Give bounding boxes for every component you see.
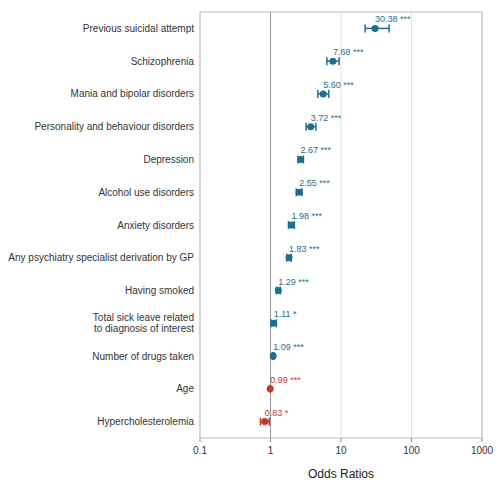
data-label: 5.60 ***: [323, 80, 354, 90]
plot-frame: [200, 12, 482, 438]
ci-cap-low: [326, 57, 328, 65]
plot-area: [200, 12, 482, 438]
x-axis: 0.1 1 10 100 1000: [193, 438, 494, 456]
point: [261, 418, 268, 425]
x-tick-label: 0.1: [193, 445, 207, 456]
ci-cap-low: [364, 24, 366, 32]
grid-line: [341, 12, 342, 438]
y-tick-label-line: Hypercholesterolemia: [97, 416, 194, 427]
y-tick-label: Any psychiatry specialist derivation by …: [8, 252, 194, 263]
x-tick: [411, 438, 412, 442]
data-label: 1.83 ***: [289, 244, 320, 254]
ci-cap-high: [388, 24, 390, 32]
point: [270, 320, 277, 327]
grid-line: [411, 12, 412, 438]
y-tick-label-line: Schizophrenia: [131, 56, 195, 67]
data-label: 1.29 ***: [278, 277, 309, 287]
point: [288, 222, 295, 229]
point: [297, 156, 304, 163]
y-tick-label: Schizophrenia: [131, 56, 195, 67]
x-tick-label: 100: [403, 445, 420, 456]
y-tick-label-line: Depression: [143, 154, 194, 165]
y-tick-label: Having smoked: [125, 285, 194, 296]
point: [275, 287, 282, 294]
x-axis-label: Odds Ratios: [308, 467, 374, 481]
marks: [260, 12, 389, 438]
y-tick-labels: Previous suicidal attempt Schizophrenia Ma…: [8, 23, 194, 427]
x-tick-label: 1000: [471, 445, 494, 456]
ci-cap-high: [269, 418, 271, 426]
y-tick-label-line: Age: [176, 383, 194, 394]
y-tick-label-line: to diagnosis of interest: [94, 323, 194, 334]
ci-cap-low: [305, 123, 307, 131]
data-label: 7.68 ***: [333, 47, 364, 57]
ci-cap-high: [328, 90, 330, 98]
point: [270, 353, 277, 360]
y-tick-label-line: Alcohol use disorders: [98, 187, 194, 198]
chart: Previous suicidal attempt Schizophrenia Ma…: [0, 0, 500, 495]
y-tick-label: Alcohol use disorders: [98, 187, 194, 198]
data-label: 2.55 ***: [299, 178, 330, 188]
data-label: 3.72 ***: [311, 113, 342, 123]
point: [286, 254, 293, 261]
point: [296, 189, 303, 196]
data-label: 2.67 ***: [301, 145, 332, 155]
x-tick: [270, 438, 271, 442]
y-tick-label: Depression: [143, 154, 194, 165]
y-tick-label-line: Anxiety disorders: [117, 220, 194, 231]
y-tick-label: Total sick leave relatedto diagnosis of …: [93, 312, 194, 334]
data-label: 30.38 ***: [375, 14, 411, 24]
y-tick-label: Personality and behaviour disorders: [34, 121, 194, 132]
point: [329, 58, 336, 65]
ci-cap-high: [338, 57, 340, 65]
x-tick-label: 10: [335, 445, 347, 456]
y-tick-label: Hypercholesterolemia: [97, 416, 194, 427]
ci-cap-low: [260, 418, 262, 426]
data-label: 0.99 ***: [270, 375, 301, 385]
y-tick-label-line: Total sick leave related: [93, 312, 194, 323]
grid: [200, 12, 482, 438]
point: [372, 25, 379, 32]
y-tick-label: Number of drugs taken: [92, 351, 194, 362]
y-tick-label: Age: [176, 383, 194, 394]
data-label: 0.83 *: [265, 408, 289, 418]
data-label: 1.11 *: [274, 309, 297, 319]
y-tick-label: Mania and bipolar disorders: [71, 88, 194, 99]
y-tick-label-line: Number of drugs taken: [92, 351, 194, 362]
x-tick-label: 1: [268, 445, 274, 456]
y-tick-label-line: Having smoked: [125, 285, 194, 296]
point: [267, 385, 274, 392]
y-tick-label: Previous suicidal attempt: [83, 23, 194, 34]
data-labels: 30.38 *** 7.68 *** 5.60 *** 3.72 *** 2.67 **…: [265, 14, 411, 417]
data-label: 1.98 ***: [291, 211, 322, 221]
point: [320, 90, 327, 97]
x-tick: [200, 438, 201, 442]
ci-cap-high: [315, 123, 317, 131]
y-tick-label-line: Previous suicidal attempt: [83, 23, 194, 34]
y-tick-label-line: Personality and behaviour disorders: [34, 121, 194, 132]
x-tick: [482, 438, 483, 442]
data-label: 1.09 ***: [273, 342, 304, 352]
point: [307, 123, 314, 130]
x-tick: [341, 438, 342, 442]
y-tick-label-line: Any psychiatry specialist derivation by …: [8, 252, 194, 263]
y-tick-label-line: Mania and bipolar disorders: [71, 88, 194, 99]
y-tick-label: Anxiety disorders: [117, 220, 194, 231]
ci-cap-low: [317, 90, 319, 98]
